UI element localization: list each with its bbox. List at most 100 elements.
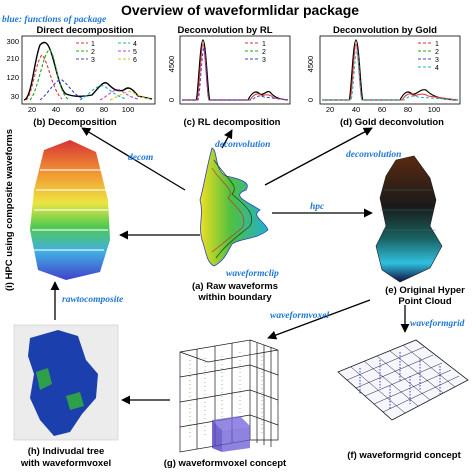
- voxel-highlight-front: [222, 426, 250, 452]
- rl-frame: [179, 35, 291, 105]
- rl-legend: 1 2 3: [245, 41, 266, 64]
- tree-caption-line2: with waveformvoxel: [20, 458, 111, 469]
- rl-curve-3: [182, 47, 289, 101]
- hyper-point-cloud-texture: [380, 189, 440, 251]
- rl-plot: Deconvolution by RL 4500 0 1 2 3 (c) RL …: [167, 25, 291, 128]
- decomposition-xtick: 40: [52, 105, 60, 114]
- raw-caption-line2: within boundary: [197, 292, 272, 303]
- voxel-caption: (g) waveformvoxel concept: [164, 458, 287, 469]
- arrow-hyper-to-voxel: [267, 299, 371, 340]
- rl-curve-1: [182, 39, 289, 101]
- function-rawtocomposite: rawtocomposite: [62, 295, 124, 305]
- tree-voxel-image: (h) Indivudal tree with waveformvoxel: [13, 324, 119, 469]
- decomposition-xtick: 100: [122, 105, 135, 114]
- decomposition-ytick: 30: [11, 92, 19, 101]
- decomposition-total-curve: [23, 41, 153, 101]
- function-waveformvoxel: waveformvoxel: [270, 311, 329, 321]
- grid-caption: (f) waveformgrid concept: [347, 450, 461, 461]
- hpc-composite-texture: [32, 169, 108, 251]
- decomposition-legend-6: 6: [133, 57, 137, 64]
- decomposition-xtick: 60: [76, 105, 84, 114]
- tree-caption-line1: (h) Indivudal tree: [28, 446, 105, 457]
- decomposition-plot: Direct decomposition 300 210 120 30 20 4…: [6, 25, 156, 128]
- voxel-highlight-side: [212, 420, 222, 452]
- arrow-to-rl: [221, 129, 233, 149]
- function-deconvolution-left: deconvolution: [215, 140, 270, 150]
- decomposition-legend-1: 1: [91, 41, 95, 48]
- decomposition-xtick: 20: [28, 105, 36, 114]
- gold-xtick: 100: [428, 105, 441, 114]
- gold-legend-3: 3: [435, 57, 439, 64]
- decomposition-component-3: [39, 79, 85, 101]
- gold-xtick: 40: [352, 105, 360, 114]
- gold-legend: 1 2 3 4: [418, 41, 439, 72]
- gold-plot-title: Deconvolution by Gold: [333, 25, 437, 36]
- hyper-caption-line1: (e) Original Hyper: [385, 285, 465, 296]
- gold-curve-1: [322, 39, 459, 101]
- hyper-point-cloud-shape: [375, 155, 443, 283]
- raw-waveforms-trace: [211, 167, 245, 253]
- decomposition-component-6: [109, 91, 151, 101]
- function-waveformgrid: waveformgrid: [410, 319, 465, 329]
- function-waveformclip: waveformclip: [226, 269, 279, 279]
- grid-waveform-points: [359, 352, 441, 410]
- decomposition-xtick: 80: [100, 105, 108, 114]
- decomposition-legend-3: 3: [91, 57, 95, 64]
- hpc-composite-image: (i) HPC using composite waveforms: [4, 129, 110, 291]
- voxel-highlight-top: [212, 416, 250, 430]
- decomposition-ytick: 120: [6, 73, 19, 82]
- decomposition-ytick: 210: [6, 54, 19, 63]
- hyper-point-cloud-image: (e) Original Hyper Point Cloud: [375, 155, 465, 307]
- function-decom: decom: [128, 153, 153, 163]
- diagram-title: Overview of waveformlidar package: [121, 2, 359, 18]
- grid-plane: [337, 339, 469, 421]
- raw-waveforms-trace: [213, 159, 253, 259]
- decomposition-component-4: [79, 85, 127, 101]
- grid-concept-image: (f) waveformgrid concept: [337, 339, 469, 461]
- decomposition-legend: 1 2 3 4 5 6: [76, 41, 137, 64]
- gold-frame: [319, 35, 461, 105]
- decomposition-plot-title: Direct decomposition: [36, 25, 133, 36]
- tree-voxel-highlight: [36, 368, 84, 410]
- rl-curve-2: [182, 43, 289, 101]
- arrow-to-gold: [264, 127, 373, 186]
- rl-legend-3: 3: [262, 57, 266, 64]
- function-deconvolution-right: deconvolution: [346, 150, 401, 160]
- decomposition-legend-2: 2: [91, 49, 95, 56]
- gold-curve-2: [322, 43, 459, 101]
- decomposition-component-2: [29, 49, 69, 101]
- decomposition-component-5: [99, 89, 139, 101]
- gold-xtick: 80: [404, 105, 412, 114]
- gold-curve-3: [322, 49, 459, 101]
- decomposition-frame: [21, 35, 156, 105]
- gold-ytick: 4500: [306, 56, 315, 73]
- hpc-caption: (i) HPC using composite waveforms: [4, 129, 15, 291]
- tree-voxel-crown: [28, 330, 98, 436]
- gold-xtick: 20: [326, 105, 334, 114]
- function-hpc: hpc: [310, 202, 325, 212]
- gold-caption: (d) Gold deconvolution: [340, 117, 444, 128]
- gold-xtick: 60: [378, 105, 386, 114]
- hyper-caption-line2: Point Cloud: [398, 296, 451, 307]
- decomposition-legend-5: 5: [133, 49, 137, 56]
- rl-ytick: 0: [167, 98, 176, 102]
- rl-legend-2: 2: [262, 49, 266, 56]
- rl-ytick: 4500: [167, 56, 176, 73]
- voxel-concept-image: (g) waveformvoxel concept: [164, 339, 287, 469]
- gold-legend-2: 2: [435, 49, 439, 56]
- grid-lines: [346, 344, 460, 414]
- gold-plot: Deconvolution by Gold 4500 0 20 40 60 80…: [306, 25, 461, 128]
- decomposition-component-1: [25, 54, 63, 101]
- raw-caption-line1: (a) Raw waveforms: [192, 281, 278, 292]
- rl-caption: (c) RL decomposition: [184, 117, 281, 128]
- rl-legend-1: 1: [262, 41, 266, 48]
- raw-waveforms-shape: [199, 147, 269, 267]
- decomposition-legend-4: 4: [133, 41, 137, 48]
- legend-subtitle: blue: functions of package: [2, 15, 107, 25]
- gold-legend-1: 1: [435, 41, 439, 48]
- gold-ytick: 0: [306, 98, 315, 102]
- raw-waveforms-image: (a) Raw waveforms within boundary: [192, 147, 278, 303]
- decomposition-ytick: 300: [6, 37, 19, 46]
- rl-plot-title: Deconvolution by RL: [178, 25, 273, 36]
